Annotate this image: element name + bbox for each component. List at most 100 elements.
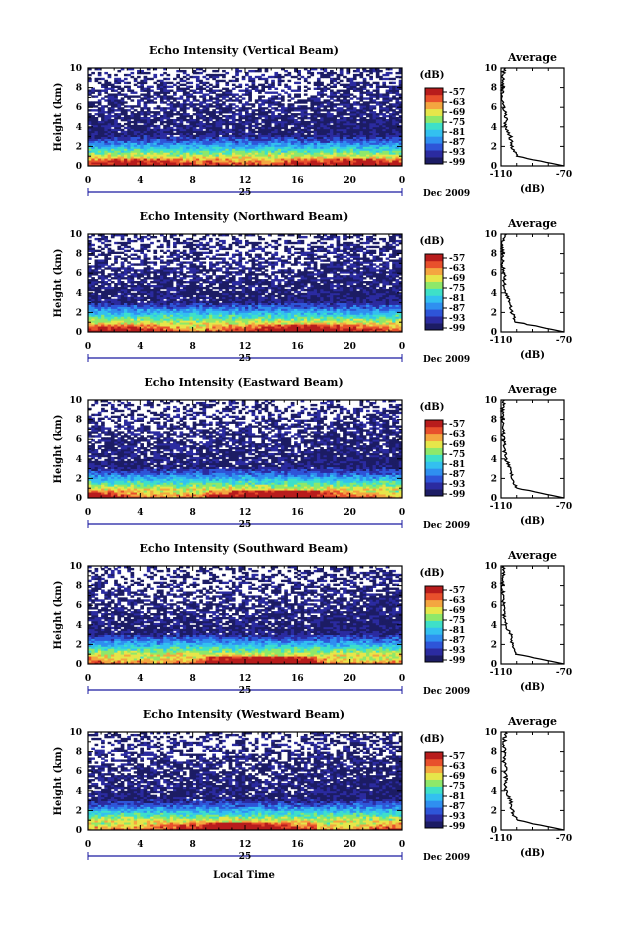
average-profile-plot: Average 0 2 4 6 8 10 -110 -70 (dB) <box>484 217 572 361</box>
y-tick-label: 4 <box>76 289 82 299</box>
y-tick-label: 6 <box>76 103 82 113</box>
average-profile-line <box>499 565 565 665</box>
average-y-tick-label: 6 <box>491 269 497 279</box>
colorbar-tick-label: -57 <box>449 586 465 596</box>
day-label: 25 <box>239 520 252 530</box>
colorbar-tick-label: -87 <box>449 636 465 646</box>
y-tick-label: 2 <box>76 474 82 484</box>
colorbar: (dB) -57-63-69-75-81-87-93-99 <box>420 568 466 666</box>
panel-4: Echo Intensity (Southward Beam) 0 2 4 6 8 10 0 4… <box>53 542 572 697</box>
x-tick-label: 0 <box>85 840 91 850</box>
colorbar-tick-label: -63 <box>449 596 465 606</box>
y-tick-label: 10 <box>69 64 82 74</box>
colorbar-tick-label: -57 <box>449 752 465 762</box>
average-y-tick-label: 4 <box>491 289 497 299</box>
y-tick-label: 6 <box>76 435 82 445</box>
average-x-label: (dB) <box>520 350 545 361</box>
average-y-tick-label: 2 <box>491 640 497 650</box>
average-y-tick-label: 2 <box>491 142 497 152</box>
panel-title: Echo Intensity (Southward Beam) <box>140 542 349 555</box>
panel-title: Echo Intensity (Vertical Beam) <box>149 44 339 57</box>
date-label: Dec 2009 <box>423 355 470 365</box>
average-y-tick-label: 4 <box>491 455 497 465</box>
x-tick-label: 0 <box>399 840 405 850</box>
x-tick-label: 20 <box>343 840 356 850</box>
colorbar-tick-label: -99 <box>449 656 465 666</box>
x-tick-label: 4 <box>137 508 143 518</box>
colorbar-tick-label: -69 <box>449 772 465 782</box>
average-y-tick-label: 0 <box>491 162 497 172</box>
average-x-tick-label: -110 <box>490 502 513 512</box>
y-tick-label: 10 <box>69 230 82 240</box>
colorbar-tick-label: -93 <box>449 480 465 490</box>
colorbar-tick-label: -75 <box>449 118 465 128</box>
colorbar-tick-label: -81 <box>449 626 465 636</box>
echo-intensity-plot: 0 2 4 6 8 10 0 4 8 12 16 20 0 25 Dec 2009 <box>69 230 470 365</box>
x-tick-label: 0 <box>85 674 91 684</box>
colorbar: (dB) -57-63-69-75-81-87-93-99 <box>420 402 466 500</box>
panel-3: Echo Intensity (Eastward Beam) 0 2 4 6 8 10 0 4 8… <box>53 376 572 531</box>
date-label: Dec 2009 <box>423 189 470 199</box>
panel-2: Echo Intensity (Northward Beam) 0 2 4 6 8 10 0 4… <box>53 210 572 365</box>
y-tick-label: 4 <box>76 621 82 631</box>
colorbar-tick-label: -81 <box>449 294 465 304</box>
x-tick-label: 20 <box>343 342 356 352</box>
echo-intensity-plot: 0 2 4 6 8 10 0 4 8 12 16 20 0 25 Dec 2009 <box>69 64 470 199</box>
echo-intensity-field <box>88 732 402 830</box>
x-tick-label: 16 <box>291 342 304 352</box>
average-y-tick-label: 2 <box>491 308 497 318</box>
average-y-tick-label: 0 <box>491 826 497 836</box>
colorbar-tick-label: -63 <box>449 264 465 274</box>
y-tick-label: 2 <box>76 640 82 650</box>
colorbar-tick-label: -87 <box>449 802 465 812</box>
x-tick-label: 12 <box>239 342 252 352</box>
date-label: Dec 2009 <box>423 687 470 697</box>
y-tick-label: 0 <box>76 494 82 504</box>
colorbar-tick-label: -69 <box>449 108 465 118</box>
average-x-label: (dB) <box>520 516 545 527</box>
echo-intensity-field <box>88 400 402 498</box>
average-profile-line <box>499 399 565 499</box>
average-x-tick-label: -70 <box>556 502 572 512</box>
y-tick-label: 2 <box>76 308 82 318</box>
y-tick-label: 2 <box>76 806 82 816</box>
average-title: Average <box>507 217 557 230</box>
colorbar-tick-label: -81 <box>449 792 465 802</box>
average-title: Average <box>507 383 557 396</box>
colorbar-tick-label: -99 <box>449 822 465 832</box>
average-y-tick-label: 8 <box>491 250 497 260</box>
x-axis-label: Local Time <box>213 870 275 881</box>
y-tick-label: 10 <box>69 728 82 738</box>
date-label: Dec 2009 <box>423 521 470 531</box>
y-tick-label: 4 <box>76 455 82 465</box>
y-tick-label: 8 <box>76 84 82 94</box>
x-tick-label: 20 <box>343 674 356 684</box>
average-x-tick-label: -70 <box>556 336 572 346</box>
panel-1: Echo Intensity (Vertical Beam) 0 2 4 6 8 10 0 4 8… <box>53 44 572 199</box>
x-tick-label: 16 <box>291 508 304 518</box>
colorbar: (dB) -57-63-69-75-81-87-93-99 <box>420 70 466 168</box>
average-x-tick-label: -110 <box>490 668 513 678</box>
colorbar-tick-label: -69 <box>449 274 465 284</box>
average-y-tick-label: 0 <box>491 328 497 338</box>
y-tick-label: 0 <box>76 660 82 670</box>
colorbar-unit: (dB) <box>420 402 445 413</box>
colorbar-tick-label: -63 <box>449 98 465 108</box>
average-y-tick-label: 10 <box>484 396 497 406</box>
average-x-tick-label: -70 <box>556 170 572 180</box>
y-tick-label: 6 <box>76 767 82 777</box>
colorbar-tick-label: -81 <box>449 128 465 138</box>
average-y-tick-label: 8 <box>491 582 497 592</box>
x-tick-label: 0 <box>399 674 405 684</box>
x-tick-label: 4 <box>137 840 143 850</box>
colorbar-tick-label: -93 <box>449 812 465 822</box>
colorbar-tick-label: -87 <box>449 470 465 480</box>
y-axis-label: Height (km) <box>53 747 64 816</box>
average-profile-plot: Average 0 2 4 6 8 10 -110 -70 (dB) <box>484 549 572 693</box>
average-y-tick-label: 6 <box>491 435 497 445</box>
average-y-tick-label: 2 <box>491 806 497 816</box>
y-tick-label: 8 <box>76 748 82 758</box>
x-tick-label: 8 <box>190 176 196 186</box>
y-tick-label: 6 <box>76 269 82 279</box>
